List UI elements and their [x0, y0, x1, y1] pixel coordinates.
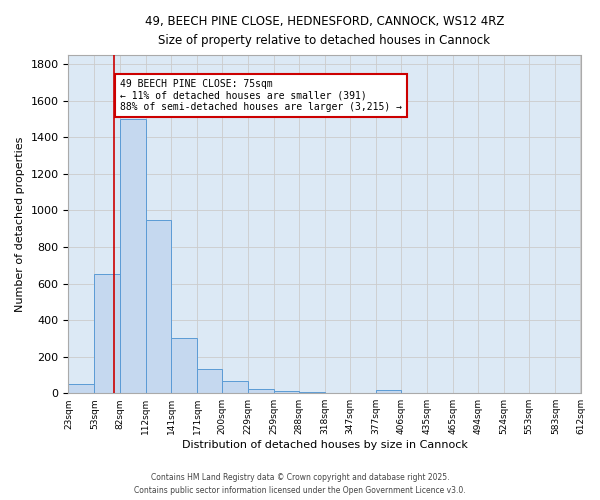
Bar	[274, 392, 299, 393]
Bar	[222, 382, 248, 393]
Bar	[171, 338, 197, 393]
Text: 49 BEECH PINE CLOSE: 75sqm
← 11% of detached houses are smaller (391)
88% of sem: 49 BEECH PINE CLOSE: 75sqm ← 11% of deta…	[119, 79, 401, 112]
Bar	[197, 368, 222, 393]
Bar	[68, 384, 94, 393]
Bar	[248, 388, 274, 393]
Bar	[146, 220, 171, 393]
Bar	[299, 392, 325, 393]
Bar	[119, 119, 146, 393]
Bar	[376, 390, 401, 393]
Bar	[94, 274, 119, 393]
Y-axis label: Number of detached properties: Number of detached properties	[15, 136, 25, 312]
Text: Contains HM Land Registry data © Crown copyright and database right 2025.
Contai: Contains HM Land Registry data © Crown c…	[134, 474, 466, 495]
Title: 49, BEECH PINE CLOSE, HEDNESFORD, CANNOCK, WS12 4RZ
Size of property relative to: 49, BEECH PINE CLOSE, HEDNESFORD, CANNOC…	[145, 15, 504, 47]
X-axis label: Distribution of detached houses by size in Cannock: Distribution of detached houses by size …	[182, 440, 467, 450]
